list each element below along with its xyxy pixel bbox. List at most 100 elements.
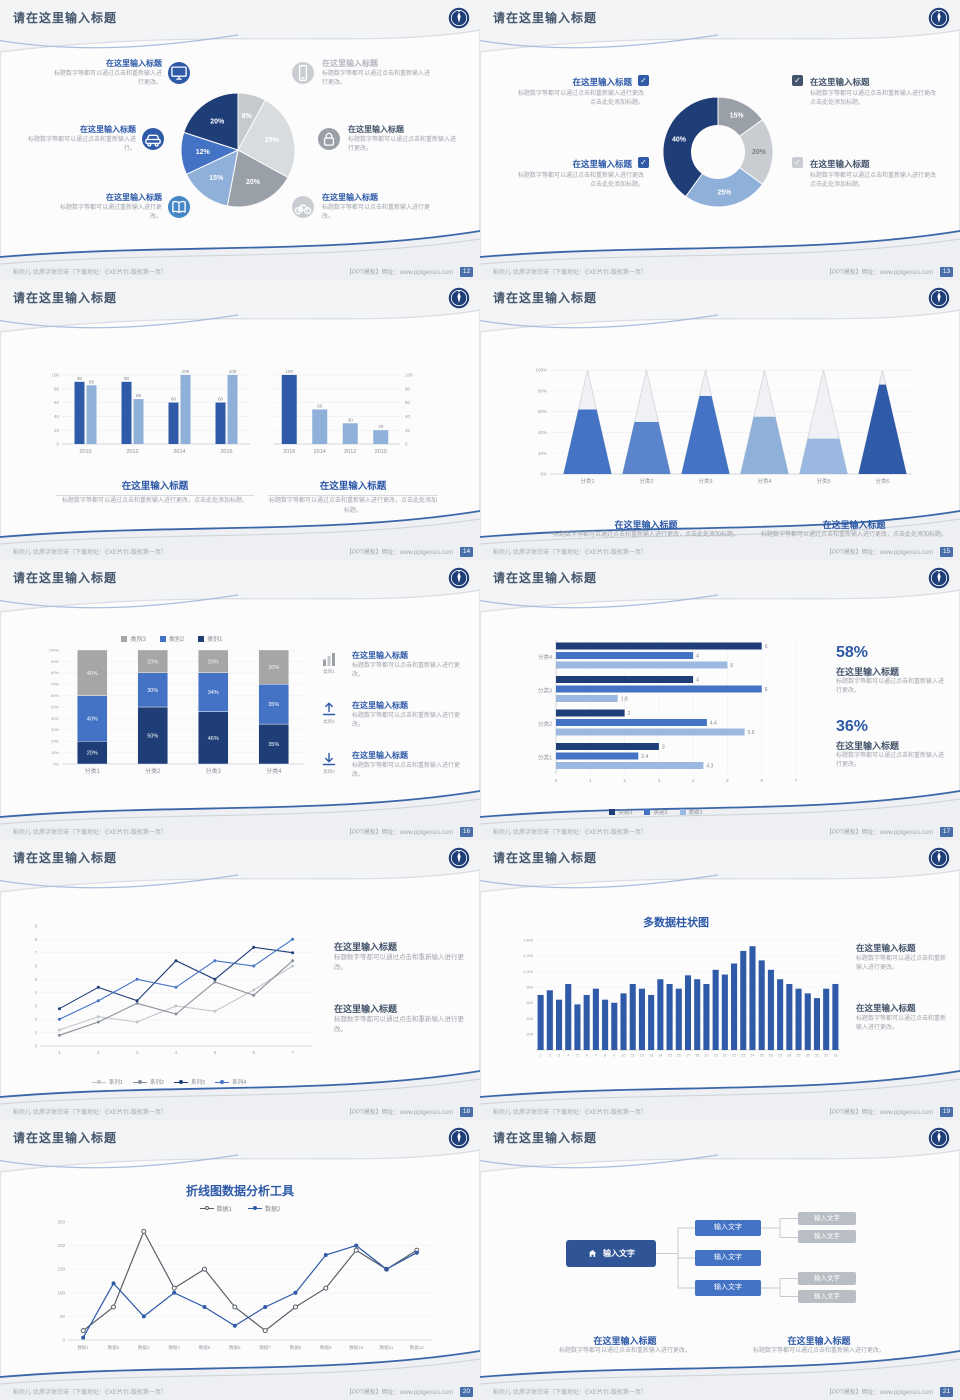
university-logo-icon [928, 287, 950, 309]
svg-text:60: 60 [171, 397, 177, 402]
slide-swoosh-decoration [0, 840, 480, 1120]
svg-text:2010: 2010 [375, 449, 387, 455]
university-logo-icon [448, 567, 470, 589]
svg-text:分类6: 分类6 [875, 477, 889, 485]
svg-text:数据3: 数据3 [138, 1344, 150, 1351]
svg-text:46%: 46% [208, 736, 219, 742]
page-number: 15 [940, 547, 953, 557]
block-body: 标题数字等都可以通过点击和重新输入进行更改。 [334, 954, 464, 972]
horizontal-bar-chart: 0 1 2 3 4 5 6 7 分类4 6 4 5 分类3 4 6 1.8 分类2 2 4.4 5.5 分类1 3 2.4 4… [538, 640, 798, 783]
stat-title: 在这里输入标题 [836, 741, 900, 751]
svg-text:60%: 60% [538, 409, 547, 414]
diagram-leaf-node: 输入文字 [798, 1272, 856, 1285]
stat-body: 标题数字等都可以通过点击和重新输入进行更改。 [836, 679, 945, 694]
legend-swatch [609, 809, 616, 815]
svg-text:分类1: 分类1 [580, 477, 594, 485]
svg-text:20%: 20% [51, 739, 59, 744]
svg-text:24: 24 [751, 1054, 755, 1058]
svg-text:分类3: 分类3 [206, 767, 222, 775]
svg-text:12%: 12% [196, 149, 211, 156]
chart-legend: 数据1 数据2 [140, 1204, 340, 1213]
svg-text:25: 25 [760, 1054, 764, 1058]
svg-text:5: 5 [577, 1054, 579, 1058]
pyramid-chart: 0% 20% 40% 60% 80% 100% 分类1 分类2 分类3 分类4 分类5 分类6 [535, 368, 912, 485]
svg-text:40%: 40% [87, 716, 98, 722]
svg-text:21: 21 [723, 1054, 727, 1058]
svg-text:35%: 35% [268, 742, 279, 748]
svg-text:400: 400 [526, 1016, 533, 1021]
svg-text:40%: 40% [672, 136, 687, 143]
svg-text:8: 8 [604, 1054, 606, 1058]
svg-text:19: 19 [704, 1054, 708, 1058]
svg-text:分类4: 分类4 [757, 477, 771, 485]
slide-content: 多数据柱状图 200 400 600 800 1,000 1,200 1,400 1 2 3 4 5 6 7… [480, 840, 960, 1120]
line-chart: 0 50 100 150 200 250 数据1 数据2 数据3 数据4 数据5 数据6 数据7 数据8 数… [57, 1220, 432, 1351]
svg-text:13: 13 [649, 1054, 653, 1058]
footer-right-text: 【PPT模板】网址：www.pptgenius.com [825, 830, 933, 836]
slide-content: 0 1 2 3 4 5 6 7 分类4 6 4 5 分类3 4 6 1.8 分类2 2 4.4 5.5 分类1 3 2.4 4… [480, 560, 960, 840]
svg-text:20: 20 [405, 428, 411, 433]
svg-text:80%: 80% [538, 388, 547, 393]
callout-body: 标题数字等都可以点击和重新输入进行更改。 [322, 205, 431, 220]
legend-swatch [248, 1206, 262, 1211]
stat-percent: 36% [836, 718, 869, 735]
callout-body: 标题数字等都可以通过点击和重新输入进行更改。 [322, 71, 431, 86]
svg-text:分类3: 分类3 [538, 686, 552, 694]
svg-text:2: 2 [97, 1050, 100, 1055]
svg-text:29: 29 [797, 1054, 801, 1058]
university-logo-icon [448, 287, 470, 309]
svg-text:5: 5 [214, 1050, 217, 1055]
footer-left-text: 稻壳儿·优质字体仿宋（下载地址：EXE片包·版权第一页） [13, 550, 168, 556]
footer-right-text: 【PPT模板】网址：www.pptgenius.com [825, 550, 933, 556]
svg-text:100: 100 [285, 369, 293, 374]
page-number: 17 [940, 827, 953, 837]
slide-content: 0% 20% 40% 60% 80% 100% 分类1 分类2 分类3 分类4 分类5 分类6 在这里输… [480, 280, 960, 560]
svg-text:40%: 40% [87, 671, 98, 677]
svg-text:分类1: 分类1 [538, 753, 552, 761]
svg-text:1,200: 1,200 [523, 953, 534, 958]
svg-text:7: 7 [595, 1054, 597, 1058]
slide-page-16: 请在这里输入标题 类别3 类别2 类别1 0% 10% 20% 30% 40% 50% 60% 70… [0, 560, 480, 840]
callout-title: 在这里输入标题 [322, 193, 378, 202]
svg-text:4: 4 [696, 654, 699, 660]
item-title: 在这里输入标题 [572, 77, 632, 87]
svg-text:分类2: 分类2 [538, 720, 552, 728]
svg-text:22: 22 [732, 1054, 736, 1058]
chart-legend: 系列1 系列2 系列3 系列4 [24, 1078, 314, 1086]
item-title: 在这里输入标题 [352, 651, 408, 660]
svg-text:2012: 2012 [344, 449, 356, 455]
chart-legend: 类别3 类别2 类别1 [40, 634, 304, 643]
svg-text:60: 60 [54, 400, 60, 405]
svg-text:14: 14 [658, 1054, 662, 1058]
svg-text:4: 4 [175, 1050, 178, 1055]
footer-left-text: 稻壳儿·优质字体仿宋（下载地址：EXE片包·版权第一页） [493, 830, 648, 836]
svg-text:4.4: 4.4 [710, 721, 717, 727]
slide-title: 请在这里输入标题 [493, 851, 598, 865]
diagram-leaf-node: 输入文字 [798, 1290, 856, 1303]
university-logo-icon [448, 847, 470, 869]
legend-entry: 类别1 [679, 808, 703, 816]
diagram-leaf-node: 输入文字 [798, 1230, 856, 1243]
svg-text:100%: 100% [535, 368, 547, 373]
svg-text:6: 6 [765, 687, 768, 693]
checkbox-icon: ✓ [792, 157, 803, 168]
svg-text:15%: 15% [209, 175, 224, 182]
svg-text:分类4: 分类4 [266, 767, 282, 775]
callout-title: 在这里输入标题 [322, 59, 378, 68]
diagram-root-label: 输入文字 [603, 1249, 635, 1258]
monitor-icon [168, 62, 190, 84]
svg-text:70%: 70% [51, 682, 59, 687]
svg-text:0%: 0% [540, 472, 547, 477]
university-logo-icon [448, 1127, 470, 1149]
svg-text:32: 32 [824, 1054, 828, 1058]
svg-text:23: 23 [741, 1054, 745, 1058]
svg-text:50%: 50% [51, 704, 59, 709]
svg-text:50: 50 [317, 403, 323, 408]
svg-text:6: 6 [760, 778, 763, 783]
svg-text:2016: 2016 [283, 449, 295, 455]
item-body: 标题数字等都可以点击和重新输入进行更改。 [352, 763, 461, 778]
block-title: 在这里输入标题 [822, 520, 886, 530]
slide-swoosh-decoration [0, 560, 480, 840]
block-body: 标题数字等都可以通过点击和重新输入进行更改，点击此处添加标题。 [61, 498, 248, 504]
svg-text:4: 4 [696, 678, 699, 684]
